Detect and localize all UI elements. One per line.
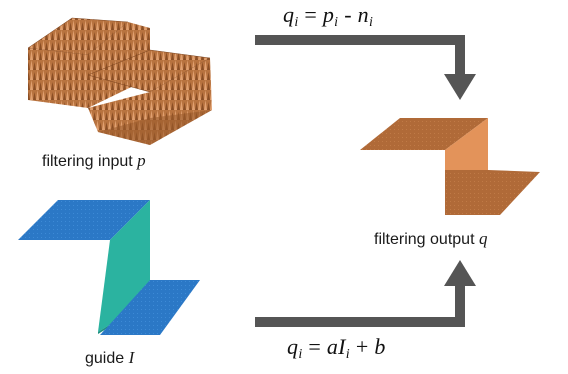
filtering-input-label: filtering input p	[42, 151, 146, 170]
guide-surface	[18, 200, 200, 335]
guide-label: guide I	[85, 348, 135, 367]
bottom-arrow	[255, 260, 476, 327]
output-surface	[360, 118, 540, 215]
equation-top: qi = pi - ni	[283, 2, 374, 30]
filtering-output-label: filtering output q	[374, 229, 488, 248]
equation-bottom: qi = aIi + b	[287, 334, 386, 362]
top-arrow	[255, 35, 476, 100]
noisy-input-surface	[27, 17, 212, 145]
